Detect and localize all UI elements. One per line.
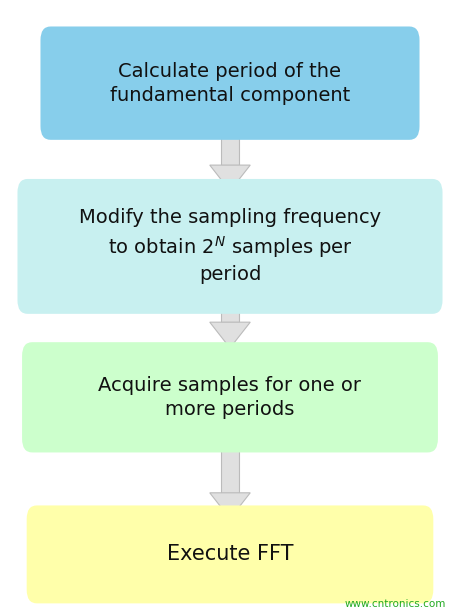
Bar [221, 439, 238, 493]
Polygon shape [209, 493, 250, 519]
Polygon shape [209, 165, 250, 191]
Text: Calculate period of the
fundamental component: Calculate period of the fundamental comp… [110, 62, 349, 105]
FancyBboxPatch shape [27, 505, 432, 604]
Text: Execute FFT: Execute FFT [166, 545, 293, 564]
Text: Modify the sampling frequency
to obtain 2$^{N}$ samples per
period: Modify the sampling frequency to obtain … [79, 208, 380, 285]
Polygon shape [209, 322, 250, 348]
FancyBboxPatch shape [17, 179, 442, 314]
FancyBboxPatch shape [40, 26, 419, 140]
Text: Acquire samples for one or
more periods: Acquire samples for one or more periods [98, 376, 361, 419]
Text: www.cntronics.com: www.cntronics.com [344, 599, 445, 609]
Bar [221, 128, 238, 165]
Bar [221, 192, 238, 322]
FancyBboxPatch shape [22, 342, 437, 452]
